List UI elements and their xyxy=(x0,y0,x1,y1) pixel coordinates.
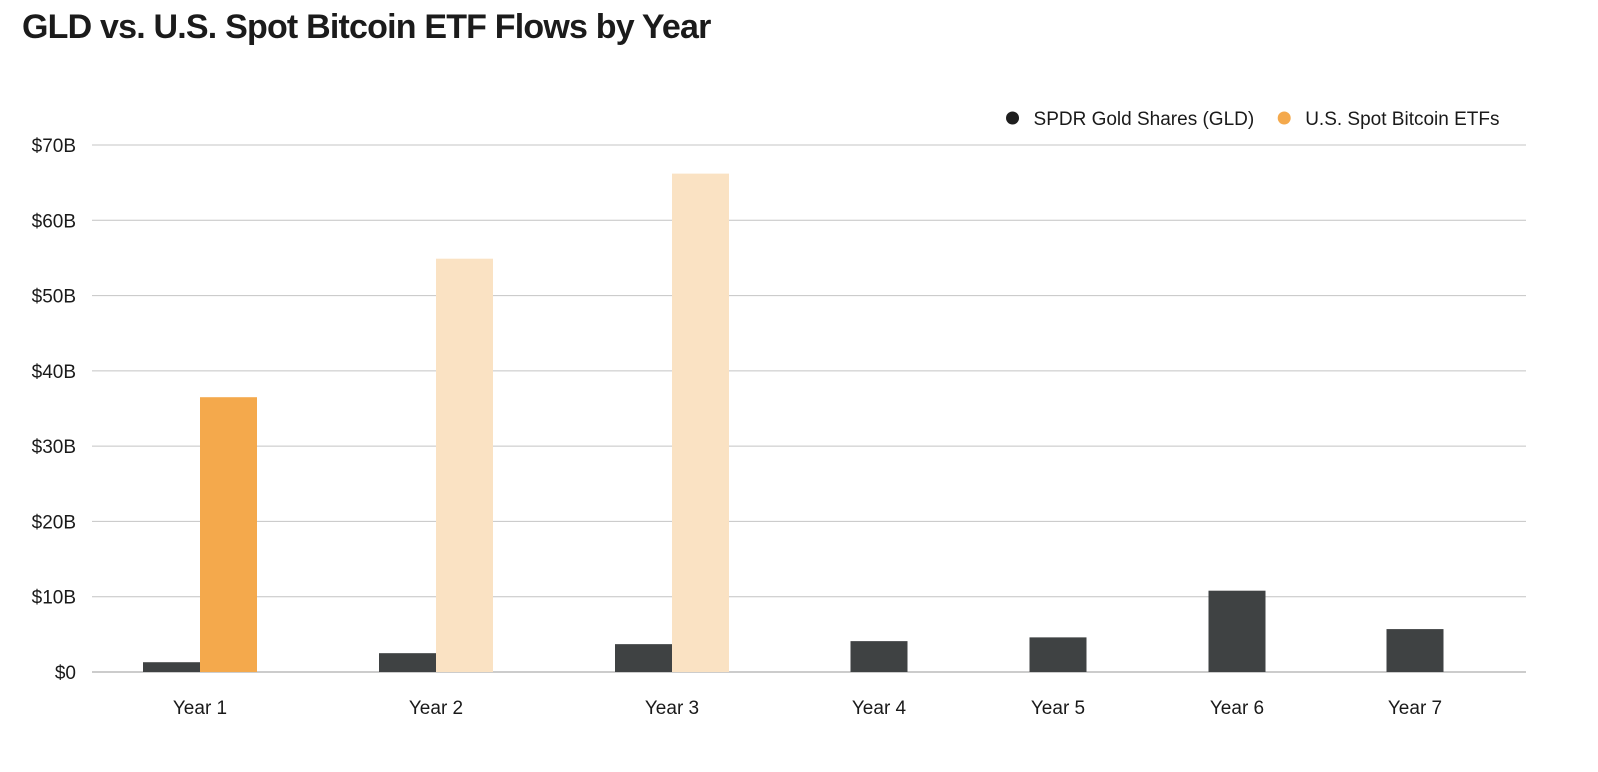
legend-item: U.S. Spot Bitcoin ETFs xyxy=(1277,109,1500,130)
legend-label: U.S. Spot Bitcoin ETFs xyxy=(1305,109,1499,130)
y-tick-label: $20B xyxy=(32,512,76,533)
y-tick-label: $70B xyxy=(32,136,76,157)
y-tick-label: $10B xyxy=(32,588,76,609)
bar-gld xyxy=(1386,629,1444,672)
bar-gld xyxy=(379,653,436,672)
bar-gld xyxy=(850,641,908,672)
y-tick-label: $50B xyxy=(32,287,76,308)
y-tick-label: $0 xyxy=(55,663,76,684)
bar-gld xyxy=(143,662,200,672)
x-tick-label: Year 7 xyxy=(1388,698,1442,719)
y-tick-label: $60B xyxy=(32,211,76,232)
x-tick-label: Year 3 xyxy=(645,698,699,719)
bar-gld xyxy=(1208,590,1266,672)
y-tick-label: $30B xyxy=(32,437,76,458)
x-tick-label: Year 4 xyxy=(852,698,907,719)
x-tick-label: Year 1 xyxy=(173,698,227,719)
bar-bitcoin-estimated xyxy=(436,258,493,672)
bar-gld xyxy=(615,644,672,672)
bar-gld xyxy=(1029,637,1087,672)
chart-title: GLD vs. U.S. Spot Bitcoin ETF Flows by Y… xyxy=(22,8,711,46)
y-tick-label: $40B xyxy=(32,362,76,383)
gridlines xyxy=(92,144,1526,673)
legend: SPDR Gold Shares (GLD) U.S. Spot Bitcoin … xyxy=(1006,109,1500,130)
legend-item: SPDR Gold Shares (GLD) xyxy=(1006,109,1254,130)
x-axis: Year 1 Year 2 Year 3 Year 4 Year 5 Year 6 Year… xyxy=(173,698,1442,719)
bars xyxy=(143,173,1444,672)
bar-bitcoin xyxy=(200,397,257,672)
legend-swatch xyxy=(1277,111,1291,125)
bar-bitcoin-estimated xyxy=(672,173,729,672)
legend-label: SPDR Gold Shares (GLD) xyxy=(1034,109,1255,130)
x-tick-label: Year 5 xyxy=(1031,698,1085,719)
y-axis: $0 $10B $20B $30B $40B $50B $60B $70B xyxy=(32,136,76,684)
x-tick-label: Year 6 xyxy=(1210,698,1264,719)
x-tick-label: Year 2 xyxy=(409,698,463,719)
legend-swatch xyxy=(1006,111,1020,125)
